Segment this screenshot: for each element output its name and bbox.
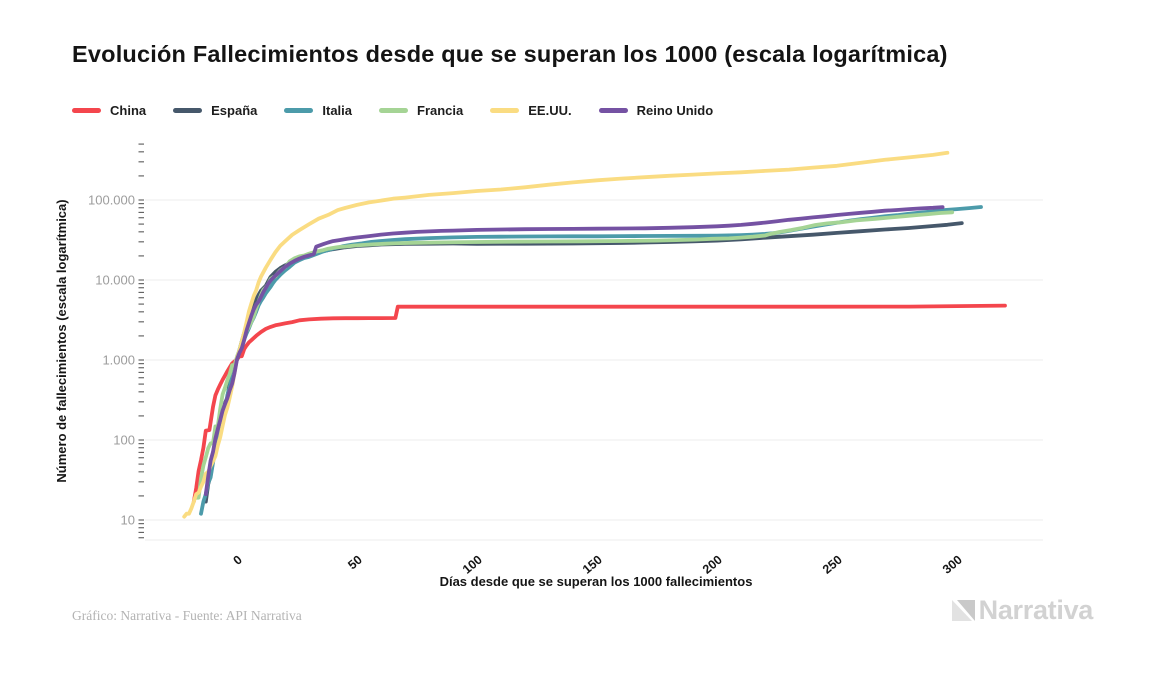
legend-item-espa-a: España [173,103,257,118]
series-line-china [191,303,1007,504]
series-line-reino-unido [203,205,945,497]
legend-swatch [490,108,520,113]
svg-text:0: 0 [231,553,245,568]
chart-title: Evolución Fallecimientos desde que se su… [72,41,948,67]
narrativa-logo: Narrativa [951,595,1093,626]
line-chart: Número de fallecimientos (escala logarít… [54,142,1043,589]
x-axis-tick-label: 300 [940,553,965,577]
logo-text: Narrativa [978,595,1094,625]
legend-item-china: China [72,103,146,118]
legend-item-italia: Italia [284,103,352,118]
y-axis-tick-label: 10.000 [95,273,135,288]
legend: China España Italia Francia EE.UU. Reino Unid… [72,103,740,118]
legend-label: Reino Unido [636,103,714,118]
legend-swatch [284,108,314,113]
series-line-ee-uu [182,150,950,519]
legend-item-reino-unido: Reino Unido [598,103,714,118]
legend-label: Italia [322,103,352,118]
legend-swatch [72,108,101,113]
x-axis-tick-label: 0 [231,553,245,568]
plot-area [145,142,1043,540]
svg-text:50: 50 [345,553,365,573]
legend-swatch [379,108,408,113]
legend-label: Francia [417,103,464,118]
svg-text:250: 250 [820,553,845,577]
x-axis-tick-label: 250 [820,553,845,577]
legend-item-francia: Francia [379,103,463,118]
x-axis-title: Días desde que se superan los 1000 falle… [440,574,753,589]
legend-swatch [173,108,203,113]
x-axis-tick-label: 50 [345,553,365,573]
series-line-espa-a [203,221,964,504]
legend-label: China [110,103,147,118]
legend-swatch [598,108,628,113]
legend-label: EE.UU. [528,103,572,118]
narrativa-logo-icon [951,600,975,621]
y-axis-tick-label: 1.000 [102,353,135,368]
y-axis-tick-label: 10 [121,513,135,528]
svg-text:300: 300 [940,553,965,577]
y-axis-tick-label: 100 [113,433,135,448]
y-axis-title: Número de fallecimientos (escala logarít… [54,199,69,482]
legend-label: España [211,103,258,118]
y-axis-tick-label: 100.000 [88,193,135,208]
credit-text: Gráfico: Narrativa - Fuente: API Narrati… [72,608,302,623]
legend-item-ee-uu: EE.UU. [490,103,572,118]
